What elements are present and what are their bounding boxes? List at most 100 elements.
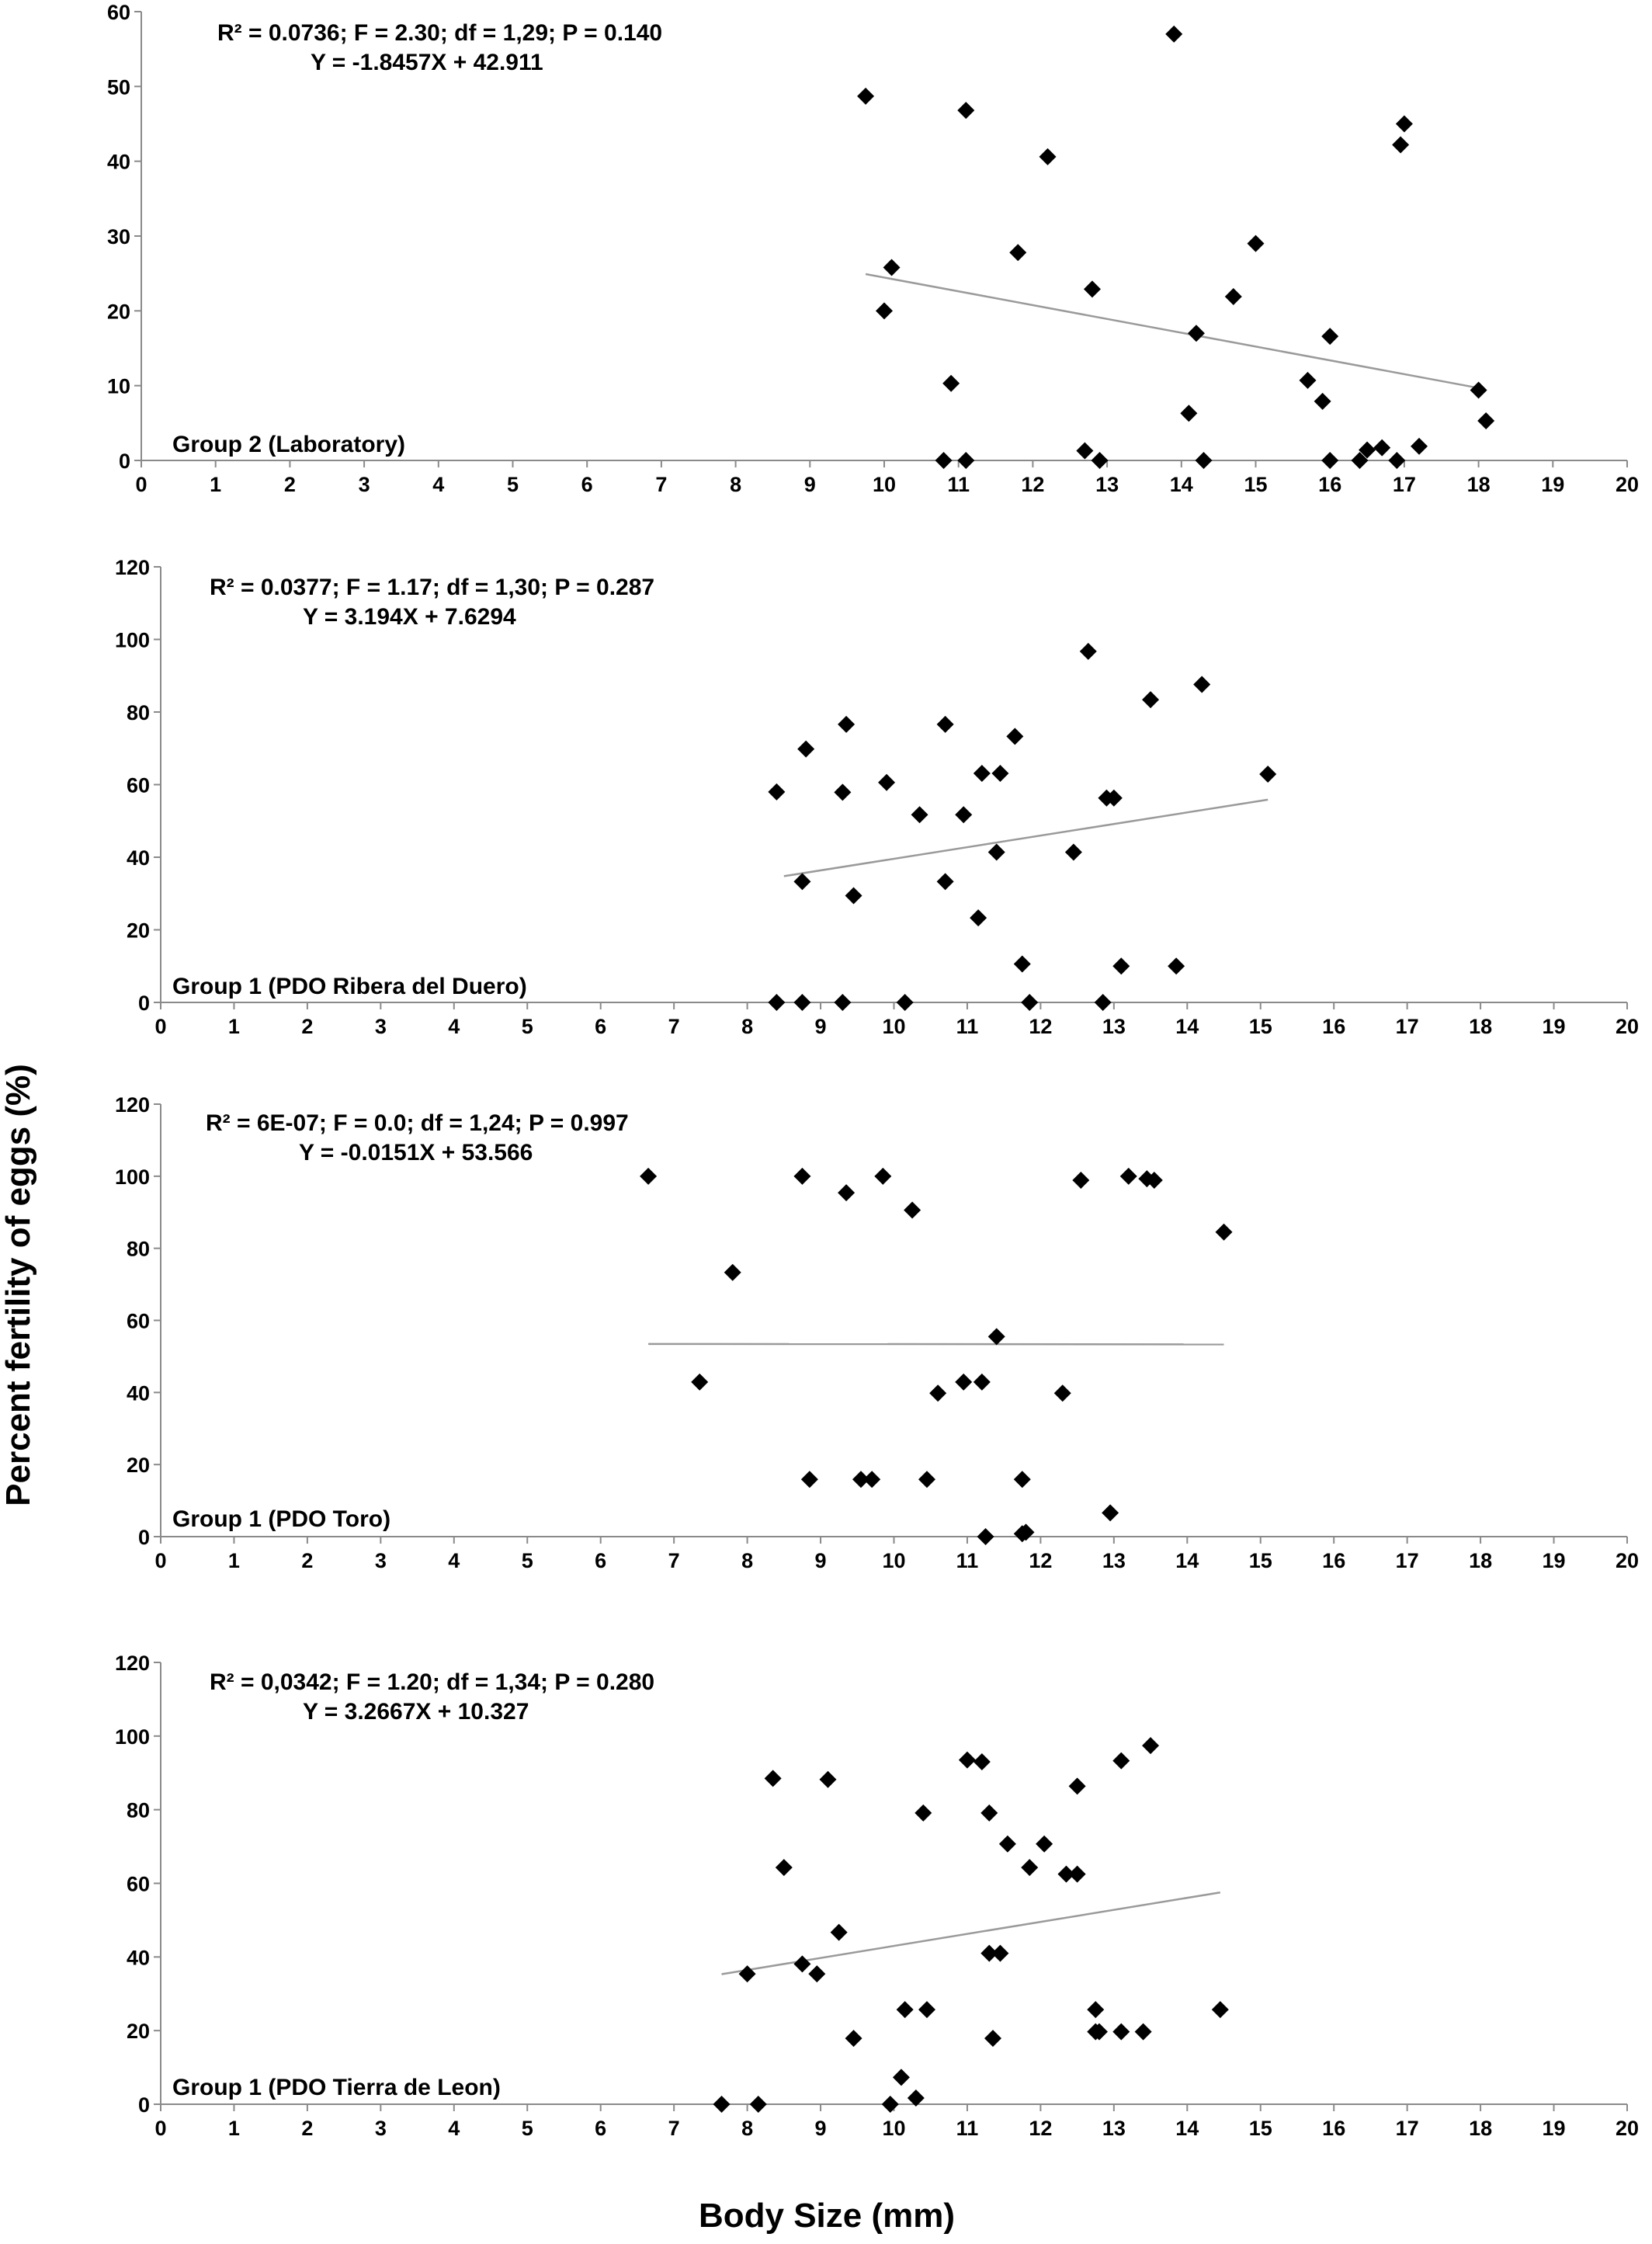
data-point <box>1102 1504 1119 1522</box>
x-tick-label: 5 <box>522 2117 533 2140</box>
y-axis-title: Percent fertility of eggs (%) <box>0 1064 37 1506</box>
x-tick-label: 9 <box>804 473 816 496</box>
chart-panel-4: 0 1 2 3 4 5 6 7 8 9 10 11 12 13 14 15 16 17 18 19 2002040608… <box>115 1652 1639 2140</box>
data-point <box>1006 728 1024 745</box>
group-label: Group 1 (PDO Ribera del Duero) <box>172 974 527 999</box>
data-point <box>896 2001 914 2019</box>
data-point <box>1388 452 1406 469</box>
data-point <box>936 715 954 733</box>
x-tick-label: 1 <box>228 1015 240 1038</box>
data-point <box>768 994 786 1011</box>
x-tick-label: 17 <box>1393 473 1416 496</box>
data-point <box>764 1770 782 1787</box>
x-tick-label: 19 <box>1543 2117 1566 2140</box>
data-point <box>1470 381 1487 399</box>
y-tick-label: 30 <box>107 225 130 248</box>
y-tick-label: 60 <box>127 774 150 797</box>
data-point <box>1039 148 1057 165</box>
data-point <box>863 1471 881 1488</box>
x-tick-label: 2 <box>301 2117 313 2140</box>
data-point <box>878 773 896 791</box>
regression-annotation: Y = -0.0151X + 53.566 <box>299 1140 533 1165</box>
data-point <box>970 909 987 927</box>
x-tick-label: 7 <box>668 1549 680 1572</box>
x-tick-label: 11 <box>956 1549 979 1572</box>
x-tick-label: 19 <box>1543 1015 1566 1038</box>
data-point <box>1359 441 1376 459</box>
x-tick-label: 5 <box>522 1015 533 1038</box>
y-tick-label: 120 <box>115 556 150 579</box>
chart-panel-2: 0 1 2 3 4 5 6 7 8 9 10 11 12 13 14 15 16 17 18 19 2002040608… <box>115 556 1639 1038</box>
y-tick-label: 20 <box>107 300 130 323</box>
x-tick-label: 12 <box>1021 473 1044 496</box>
data-point <box>1321 452 1339 469</box>
data-point <box>834 994 852 1011</box>
data-point <box>977 1528 994 1545</box>
x-tick-label: 6 <box>595 1549 606 1572</box>
data-point <box>973 1753 991 1771</box>
data-point <box>918 1471 936 1488</box>
data-point <box>768 783 786 801</box>
data-point <box>691 1373 709 1391</box>
data-point <box>775 1859 793 1877</box>
x-tick-label: 17 <box>1396 1015 1419 1038</box>
data-point <box>881 2096 899 2113</box>
data-point <box>1142 1737 1160 1755</box>
data-point <box>1090 2023 1108 2041</box>
x-tick-label: 14 <box>1175 2117 1199 2140</box>
x-tick-label: 8 <box>741 1015 753 1038</box>
data-point <box>1145 1171 1163 1189</box>
x-tick-label: 15 <box>1244 473 1267 496</box>
data-point <box>800 1471 818 1488</box>
x-tick-label: 9 <box>815 1549 827 1572</box>
x-tick-label: 0 <box>135 473 147 496</box>
data-point <box>911 806 928 824</box>
x-tick-label: 14 <box>1175 1549 1199 1572</box>
data-point <box>1057 1865 1075 1883</box>
x-tick-label: 13 <box>1102 1549 1126 1572</box>
data-point <box>918 2001 936 2019</box>
x-tick-label: 5 <box>522 1549 533 1572</box>
x-tick-label: 18 <box>1469 1549 1492 1572</box>
data-point <box>713 2096 731 2113</box>
x-tick-label: 3 <box>375 1549 387 1572</box>
data-point <box>1013 1471 1031 1488</box>
data-point <box>942 374 960 392</box>
group-label: Group 2 (Laboratory) <box>172 432 405 457</box>
data-point <box>1134 2023 1152 2041</box>
x-tick-label: 16 <box>1322 1015 1345 1038</box>
data-point <box>1083 280 1101 298</box>
y-tick-label: 0 <box>138 992 150 1015</box>
data-point <box>998 1835 1016 1853</box>
regression-annotation: R² = 0.0377; F = 1.17; df = 1,30; P = 0.… <box>210 575 654 600</box>
data-point <box>1079 642 1097 660</box>
data-point <box>987 843 1005 861</box>
y-tick-label: 80 <box>127 701 150 724</box>
x-tick-label: 20 <box>1616 2117 1639 2140</box>
y-tick-label: 0 <box>138 1526 150 1549</box>
regression-annotation: R² = 6E-07; F = 0.0; df = 1,24; P = 0.99… <box>206 1110 629 1136</box>
x-tick-label: 18 <box>1469 2117 1492 2140</box>
data-point <box>830 1923 848 1941</box>
x-tick-label: 20 <box>1616 1015 1639 1038</box>
data-point <box>1013 955 1031 973</box>
data-point <box>980 1804 998 1822</box>
regression-annotation: R² = 0,0342; F = 1.20; df = 1,34; P = 0.… <box>210 1669 654 1695</box>
data-point <box>1321 328 1339 346</box>
data-point <box>883 259 901 276</box>
data-point <box>1247 234 1265 252</box>
y-tick-label: 60 <box>127 1310 150 1333</box>
x-tick-label: 9 <box>815 2117 827 2140</box>
data-point <box>955 1373 973 1391</box>
data-point <box>1076 442 1094 460</box>
x-tick-label: 18 <box>1467 473 1491 496</box>
data-point <box>896 994 914 1011</box>
x-tick-label: 14 <box>1175 1015 1199 1038</box>
x-tick-label: 3 <box>375 2117 387 2140</box>
x-tick-label: 3 <box>359 473 370 496</box>
data-point <box>838 1184 856 1202</box>
x-tick-label: 12 <box>1029 1015 1052 1038</box>
data-point <box>973 1373 991 1391</box>
data-point <box>914 1804 932 1822</box>
